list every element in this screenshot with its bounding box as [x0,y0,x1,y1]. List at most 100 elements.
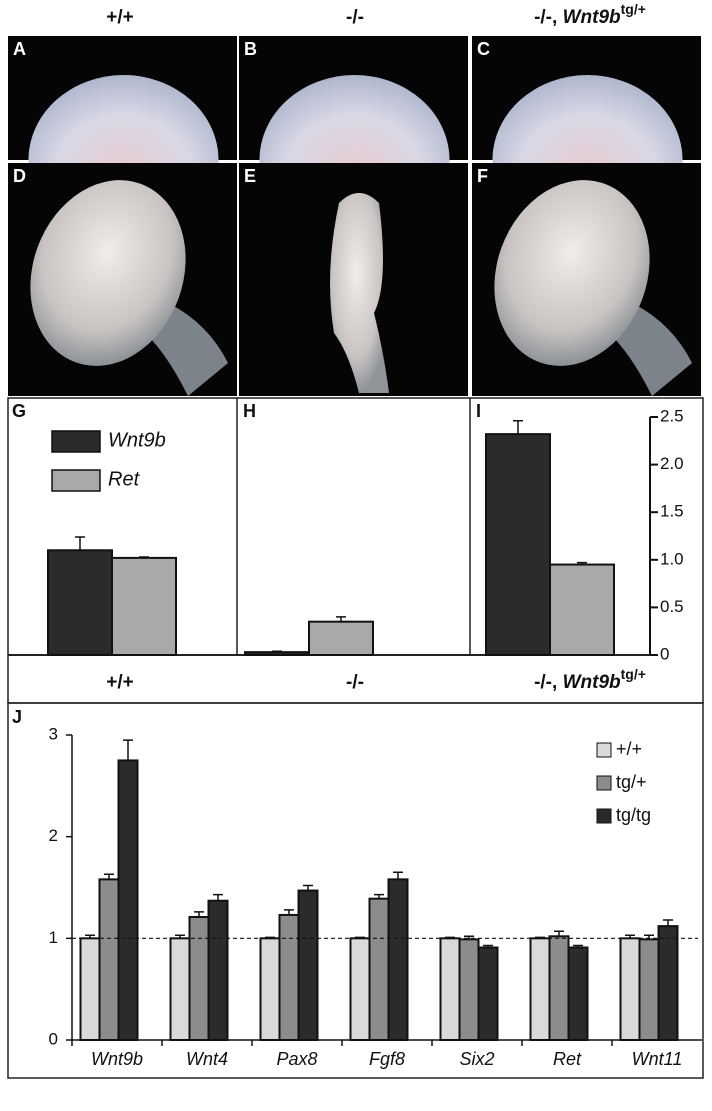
panel-label: B [244,39,257,59]
bar [117,759,139,1042]
specimen [494,180,650,366]
panel-frame [7,702,704,1079]
x-tick-label: Fgf8 [369,1049,405,1069]
bar [567,946,589,1042]
superscript: tg/+ [621,666,646,682]
bar [297,889,319,1041]
x-tick-label: Wnt4 [186,1049,228,1069]
legend-label: Wnt9b [108,429,166,451]
y-tick-label: 2.5 [660,406,684,425]
genotype-label: +/+ [106,7,133,28]
genotype-text: +/+ [106,7,133,28]
legend-swatch [51,430,101,453]
genotype-text: -/-, [534,672,563,693]
panel-label: J [12,707,22,727]
specimen [612,303,692,396]
y-tick-label: 3 [49,724,58,743]
error-bar [535,936,545,939]
gene-name: Wnt9b [563,672,621,693]
photo-panels: A B C D E F [8,36,701,396]
bar [638,938,660,1041]
error-bar [374,893,384,899]
specimen [330,193,389,393]
superscript: tg/+ [621,1,646,17]
bar [111,556,177,656]
legend-swatch [51,469,101,492]
error-bar [336,616,346,622]
legend-swatch [596,742,612,758]
bar [368,897,390,1042]
y-tick-label: 2 [49,826,58,845]
legend-label: Ret [108,468,141,490]
bar [47,549,113,657]
legend-label: tg/tg [616,805,651,825]
bar [98,878,120,1041]
bar [188,915,210,1042]
panel-label: H [243,401,256,421]
panel-label: A [13,39,26,59]
specimen [148,303,228,396]
x-tick-label: Six2 [459,1049,494,1069]
genotype-label: -/-, Wnt9btg/+ [534,666,646,693]
error-bar [393,871,403,880]
y-tick-label: 1.0 [660,549,684,568]
error-bar [284,909,294,915]
error-bar [213,893,223,901]
genotype-label: -/- [346,7,364,28]
bar [439,937,461,1041]
specimen [30,180,186,366]
error-bar [303,884,313,891]
panel-label: C [477,39,490,59]
error-bar [194,911,204,917]
panel-label: G [12,401,26,421]
bar [387,878,409,1041]
bar [657,925,679,1042]
bar [477,946,499,1042]
y-tick-label: 1.5 [660,502,684,521]
bar [207,899,229,1042]
error-bar [573,944,583,948]
y-tick-label: 1 [49,928,58,947]
error-bar [123,739,133,761]
error-bar [139,556,149,558]
genotype-label: +/+ [106,672,133,693]
genotype-text: -/-, [534,7,563,28]
y-tick-label: 2.0 [660,454,684,473]
error-bar [577,561,587,565]
bar [259,937,281,1041]
bar [244,651,310,656]
bar [169,937,191,1041]
bar [349,937,371,1041]
genotype-text: -/- [346,7,364,28]
bar [548,935,570,1041]
y-tick-label: 0.5 [660,597,684,616]
panel-label: D [13,166,26,186]
genotype-text: -/- [346,672,364,693]
panel-label: F [477,166,488,186]
bar [278,913,300,1042]
bar [549,563,615,656]
legend-swatch [596,808,612,824]
x-tick-label: Pax8 [276,1049,317,1069]
bar [485,433,551,656]
bar [79,937,101,1041]
error-bar [483,944,493,948]
gene-name: Wnt9b [563,7,621,28]
bar [458,938,480,1041]
y-tick-label: 0 [660,644,669,663]
y-tick-label: 0 [49,1029,58,1048]
bar [529,937,551,1041]
error-bar [104,873,114,880]
panel-label: E [244,166,256,186]
genotype-label: -/- [346,672,364,693]
error-bar [513,420,523,435]
x-tick-label: Ret [553,1049,582,1069]
legend-label: +/+ [616,739,642,759]
error-bar [554,930,564,937]
x-tick-label: Wnt11 [632,1049,683,1069]
error-bar [464,935,474,940]
bar [619,937,641,1041]
genotype-label: -/-, Wnt9btg/+ [534,1,646,28]
bar [308,620,374,656]
